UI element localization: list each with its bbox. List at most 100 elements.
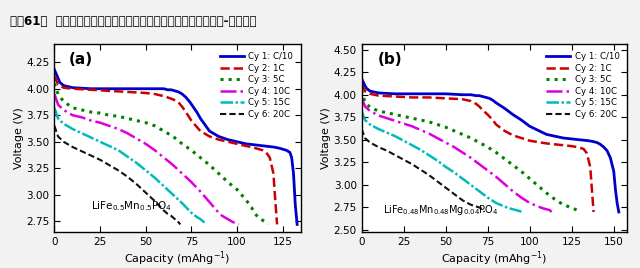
Line: Cy 1: C/10: Cy 1: C/10 (362, 79, 619, 212)
Cy 5: 15C: (50, 3.23): 15C: (50, 3.23) (142, 169, 150, 172)
Cy 2: 1C: (121, 2.95): 1C: (121, 2.95) (271, 198, 279, 202)
Cy 2: 1C: (40, 3.97): 1C: (40, 3.97) (124, 90, 131, 94)
Cy 3: 5C: (40, 3.72): 5C: (40, 3.72) (124, 117, 131, 120)
Cy 3: 5C: (105, 2.99): 5C: (105, 2.99) (534, 184, 542, 187)
Cy 3: 5C: (116, 2.74): 5C: (116, 2.74) (262, 221, 270, 224)
Cy 2: 1C: (137, 2.95): 1C: (137, 2.95) (588, 188, 596, 191)
Text: 图表61：  磷酸铁锰锂和镁掺杂的磷酸铁锰锂不同倍率下的比容量-电压曲线: 图表61： 磷酸铁锰锂和镁掺杂的磷酸铁锰锂不同倍率下的比容量-电压曲线 (10, 15, 256, 28)
Cy 6: 20C: (72, 2.73): 20C: (72, 2.73) (479, 208, 486, 211)
Cy 3: 5C: (105, 2.95): 5C: (105, 2.95) (242, 198, 250, 202)
Cy 4: 10C: (60, 3.36): 10C: (60, 3.36) (459, 151, 467, 154)
Cy 2: 1C: (125, 3.43): 1C: (125, 3.43) (568, 144, 575, 148)
Cy 2: 1C: (65, 3.93): 1C: (65, 3.93) (467, 99, 475, 103)
Cy 2: 1C: (116, 3.4): 1C: (116, 3.4) (262, 151, 270, 154)
Cy 6: 20C: (15, 3.41): 20C: (15, 3.41) (78, 150, 86, 153)
X-axis label: Capacity (mAhg$^{-1}$): Capacity (mAhg$^{-1}$) (124, 250, 231, 268)
Cy 4: 10C: (85, 3.01): 10C: (85, 3.01) (500, 183, 508, 186)
Cy 1: C/10: (150, 3.15): C/10: (150, 3.15) (610, 170, 618, 173)
Cy 3: 5C: (80, 3.36): 5C: (80, 3.36) (492, 151, 500, 154)
Cy 1: C/10: (146, 3.38): C/10: (146, 3.38) (603, 149, 611, 152)
Cy 2: 1C: (118, 3.35): 1C: (118, 3.35) (266, 156, 274, 159)
Cy 1: C/10: (100, 3.5): C/10: (100, 3.5) (233, 140, 241, 143)
Cy 4: 10C: (30, 3.65): 10C: (30, 3.65) (408, 125, 416, 128)
Cy 2: 1C: (68, 3.87): 1C: (68, 3.87) (175, 101, 182, 104)
Cy 6: 20C: (30, 3.28): 20C: (30, 3.28) (106, 163, 113, 167)
Cy 3: 5C: (100, 3.07): 5C: (100, 3.07) (526, 177, 534, 180)
Cy 1: C/10: (85, 3.85): C/10: (85, 3.85) (500, 107, 508, 110)
Cy 4: 10C: (35, 3.62): 10C: (35, 3.62) (115, 127, 122, 131)
Cy 5: 15C: (80, 2.8): 15C: (80, 2.8) (492, 201, 500, 204)
Cy 2: 1C: (0, 4.12): 1C: (0, 4.12) (51, 75, 58, 78)
Cy 3: 5C: (120, 2.78): 5C: (120, 2.78) (559, 203, 567, 206)
Cy 6: 20C: (64, 2.8): 20C: (64, 2.8) (168, 214, 175, 218)
Cy 1: C/10: (0, 4.18): C/10: (0, 4.18) (51, 68, 58, 71)
Cy 1: C/10: (1, 4.14): C/10: (1, 4.14) (52, 72, 60, 76)
Text: LiFe$_{0.5}$Mn$_{0.5}$PO$_4$: LiFe$_{0.5}$Mn$_{0.5}$PO$_4$ (92, 199, 173, 213)
Cy 6: 20C: (68, 2.74): 20C: (68, 2.74) (175, 221, 182, 224)
Cy 2: 1C: (85, 3.6): 1C: (85, 3.6) (500, 129, 508, 132)
Cy 3: 5C: (90, 3.22): 5C: (90, 3.22) (509, 163, 516, 167)
Cy 3: 5C: (112, 2.78): 5C: (112, 2.78) (255, 217, 262, 220)
Cy 2: 1C: (110, 3.46): 1C: (110, 3.46) (543, 142, 550, 145)
Cy 1: C/10: (153, 2.7): C/10: (153, 2.7) (615, 210, 623, 214)
Cy 3: 5C: (110, 2.91): 5C: (110, 2.91) (543, 191, 550, 195)
Cy 4: 10C: (55, 3.42): 10C: (55, 3.42) (450, 146, 458, 149)
Cy 2: 1C: (5, 4.01): 1C: (5, 4.01) (60, 86, 67, 89)
Cy 5: 15C: (78, 2.79): 15C: (78, 2.79) (193, 215, 200, 219)
Cy 4: 10C: (85, 2.93): 10C: (85, 2.93) (205, 200, 213, 204)
Cy 1: C/10: (68, 3.97): C/10: (68, 3.97) (175, 90, 182, 94)
Legend: Cy 1: C/10, Cy 2: 1C, Cy 3: 5C, Cy 4: 10C, Cy 5: 15C, Cy 6: 20C: Cy 1: C/10, Cy 2: 1C, Cy 3: 5C, Cy 4: 10… (216, 49, 296, 122)
Y-axis label: Voltage (V): Voltage (V) (321, 107, 331, 169)
Cy 4: 10C: (35, 3.61): 10C: (35, 3.61) (417, 128, 424, 132)
Cy 4: 10C: (100, 2.73): 10C: (100, 2.73) (233, 222, 241, 225)
Cy 5: 15C: (60, 3.07): 15C: (60, 3.07) (459, 177, 467, 180)
Cy 3: 5C: (127, 2.73): 5C: (127, 2.73) (572, 208, 579, 211)
Cy 1: C/10: (1, 4.14): C/10: (1, 4.14) (360, 80, 367, 84)
Cy 4: 10C: (50, 3.48): 10C: (50, 3.48) (142, 142, 150, 146)
Cy 5: 15C: (94, 2.71): 15C: (94, 2.71) (516, 210, 524, 213)
Cy 5: 15C: (65, 3): 15C: (65, 3) (169, 193, 177, 196)
Text: (b): (b) (378, 52, 402, 67)
Cy 4: 10C: (75, 3.16): 10C: (75, 3.16) (484, 169, 492, 172)
Cy 1: C/10: (110, 3.56): C/10: (110, 3.56) (543, 133, 550, 136)
Cy 4: 10C: (5, 3.82): 10C: (5, 3.82) (366, 109, 374, 113)
Cy 1: C/10: (40, 4.01): C/10: (40, 4.01) (425, 92, 433, 95)
Cy 6: 20C: (10, 3.45): 20C: (10, 3.45) (69, 146, 77, 149)
Cy 1: C/10: (60, 4): C/10: (60, 4) (459, 93, 467, 96)
Cy 6: 20C: (70, 2.75): 20C: (70, 2.75) (476, 206, 483, 209)
Cy 3: 5C: (60, 3.56): 5C: (60, 3.56) (459, 133, 467, 136)
Line: Cy 1: C/10: Cy 1: C/10 (54, 70, 297, 224)
Cy 6: 20C: (1, 3.57): 20C: (1, 3.57) (360, 132, 367, 135)
Cy 2: 1C: (50, 3.96): 1C: (50, 3.96) (142, 91, 150, 95)
Cy 1: C/10: (95, 3.72): C/10: (95, 3.72) (518, 118, 525, 122)
Cy 1: C/10: (62, 3.99): C/10: (62, 3.99) (164, 88, 172, 91)
Cy 5: 15C: (80, 2.77): 15C: (80, 2.77) (196, 218, 204, 221)
Cy 2: 1C: (80, 3.6): 1C: (80, 3.6) (196, 129, 204, 133)
Cy 5: 15C: (15, 3.58): 15C: (15, 3.58) (78, 132, 86, 135)
Cy 5: 15C: (55, 3.16): 15C: (55, 3.16) (151, 176, 159, 179)
Cy 5: 15C: (20, 3.54): 15C: (20, 3.54) (87, 136, 95, 139)
Cy 4: 10C: (30, 3.65): 10C: (30, 3.65) (106, 124, 113, 128)
Cy 4: 10C: (45, 3.52): 10C: (45, 3.52) (433, 136, 441, 140)
Cy 1: C/10: (123, 3.44): C/10: (123, 3.44) (275, 147, 283, 150)
Cy 4: 10C: (1, 3.9): 10C: (1, 3.9) (52, 98, 60, 101)
Cy 6: 20C: (69, 2.72): 20C: (69, 2.72) (177, 223, 184, 226)
Cy 5: 15C: (92, 2.72): 15C: (92, 2.72) (513, 209, 520, 212)
Cy 5: 15C: (55, 3.14): 15C: (55, 3.14) (450, 171, 458, 174)
Cy 4: 10C: (1, 3.92): 10C: (1, 3.92) (360, 100, 367, 103)
Cy 6: 20C: (2, 3.55): 20C: (2, 3.55) (54, 135, 62, 138)
Cy 1: C/10: (90, 3.78): C/10: (90, 3.78) (509, 113, 516, 116)
Cy 1: C/10: (144, 3.42): C/10: (144, 3.42) (600, 146, 607, 149)
Cy 3: 5C: (90, 3.2): 5C: (90, 3.2) (215, 172, 223, 175)
Cy 5: 15C: (60, 3.08): 15C: (60, 3.08) (160, 185, 168, 188)
Cy 3: 5C: (117, 2.72): 5C: (117, 2.72) (264, 223, 272, 226)
Cy 1: C/10: (131, 3.2): C/10: (131, 3.2) (290, 172, 298, 175)
Cy 5: 15C: (25, 3.5): 15C: (25, 3.5) (96, 140, 104, 143)
Cy 2: 1C: (122, 2.72): 1C: (122, 2.72) (273, 223, 281, 226)
Cy 4: 10C: (20, 3.71): 10C: (20, 3.71) (392, 119, 399, 122)
Cy 2: 1C: (136, 3.2): 1C: (136, 3.2) (586, 165, 594, 169)
Cy 1: C/10: (5, 4.04): C/10: (5, 4.04) (366, 90, 374, 93)
Cy 2: 1C: (105, 3.46): 1C: (105, 3.46) (242, 144, 250, 148)
Line: Cy 6: 20C: Cy 6: 20C (54, 126, 180, 224)
Cy 1: C/10: (110, 3.47): C/10: (110, 3.47) (252, 143, 259, 147)
